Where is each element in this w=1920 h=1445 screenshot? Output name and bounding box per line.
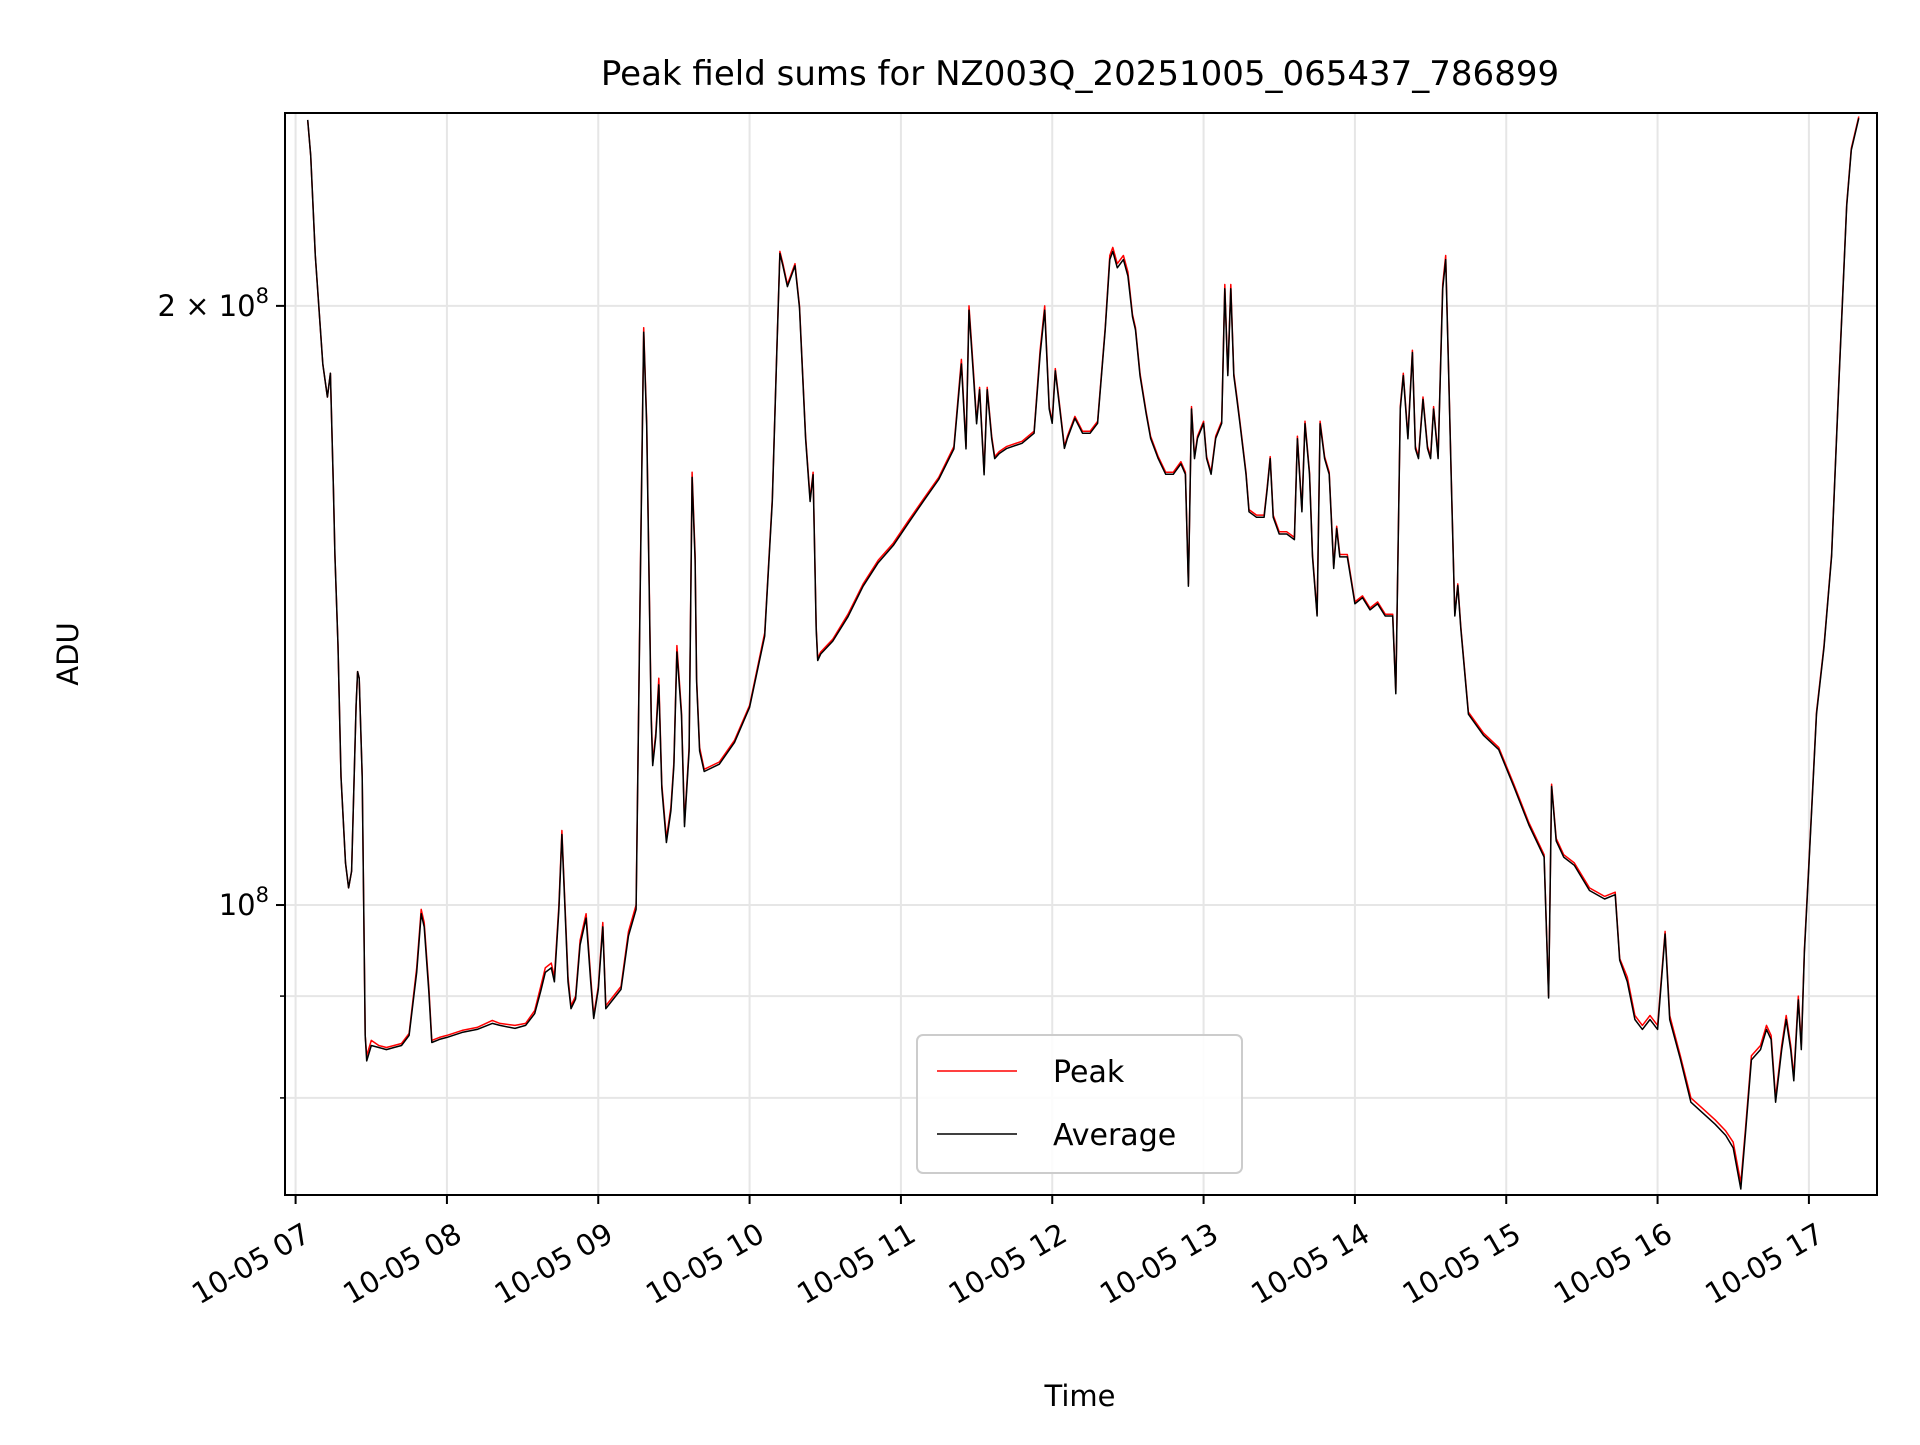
series-average-line: [306, 118, 1860, 1190]
legend-box: [916, 1034, 1243, 1174]
y-tick-label: 108: [219, 883, 269, 922]
legend: Peak Average: [916, 1034, 1243, 1174]
legend-peak-label: Peak: [1053, 1055, 1125, 1090]
y-axis-label: ADU: [51, 622, 85, 685]
plot-frame: [284, 112, 1878, 1196]
x-axis-label: Time: [1044, 1379, 1116, 1413]
chart-title: Peak field sums for NZ003Q_20251005_0654…: [601, 54, 1559, 94]
plot-area: [306, 116, 1860, 1190]
y-axis: 108 2 × 108: [158, 284, 285, 1099]
legend-average-label: Average: [1053, 1118, 1176, 1153]
y-tick-label: 2 × 108: [158, 284, 269, 323]
